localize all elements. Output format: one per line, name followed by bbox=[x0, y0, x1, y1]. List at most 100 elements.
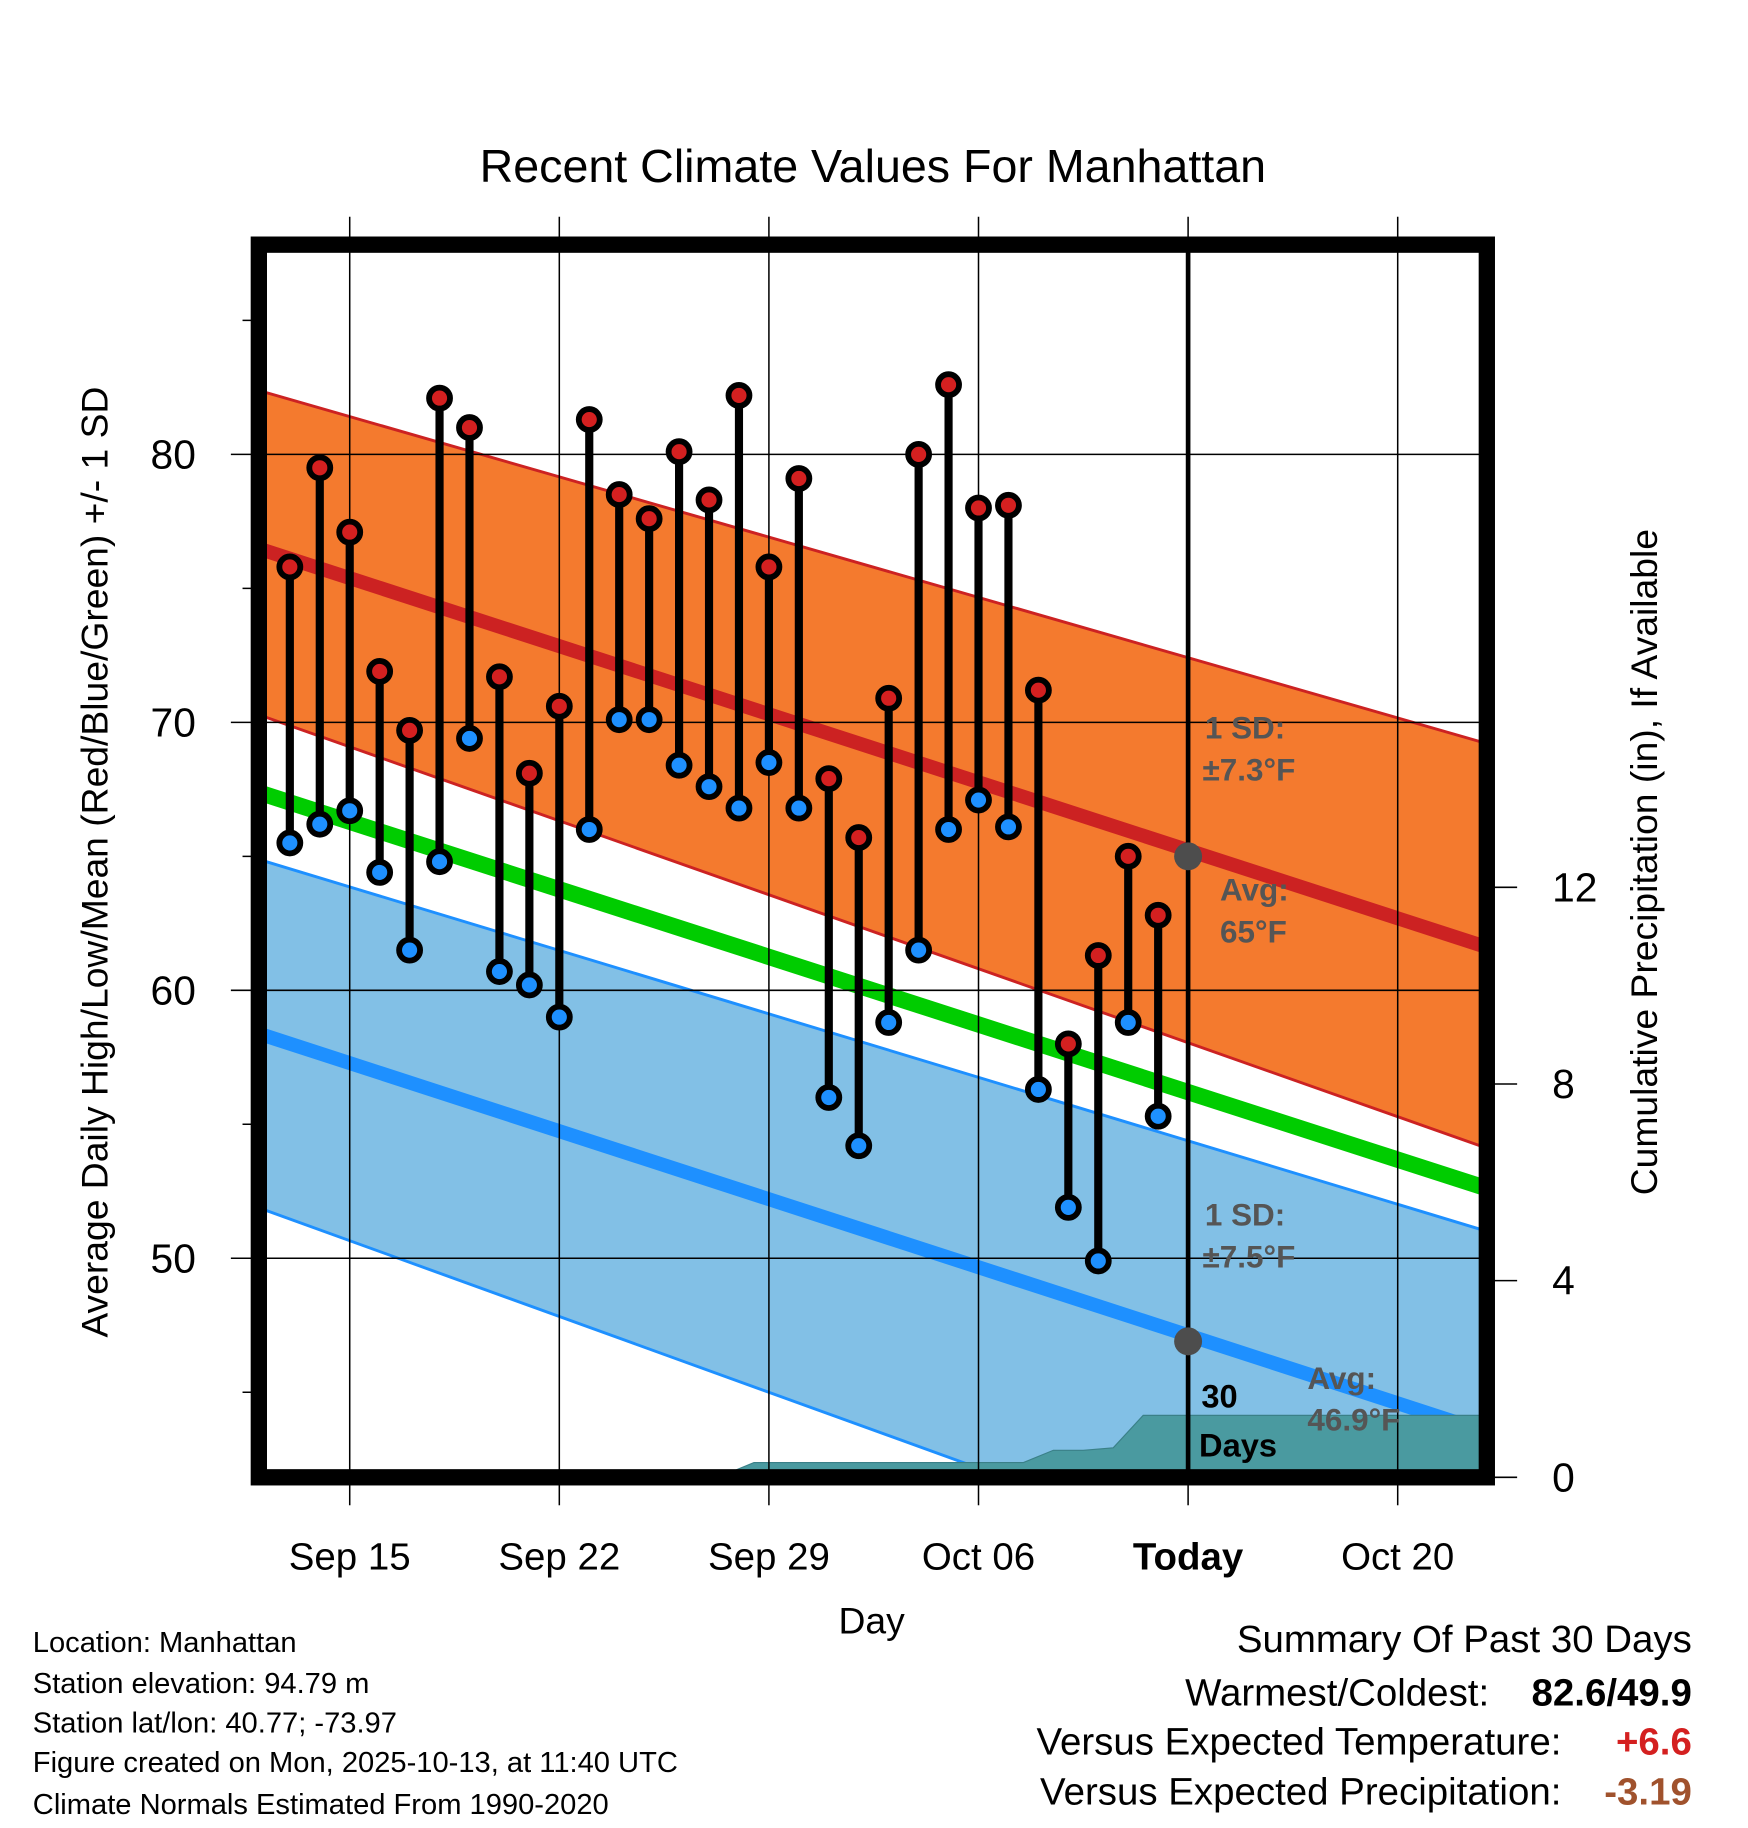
daily-low-point bbox=[1114, 1009, 1142, 1036]
daily-low-point bbox=[486, 958, 513, 985]
daily-low-point bbox=[695, 773, 723, 801]
daily-high-point bbox=[995, 491, 1022, 519]
y2-tick-label: 12 bbox=[1552, 864, 1597, 910]
today-low-avg-marker bbox=[1174, 1327, 1203, 1356]
data-marks bbox=[276, 244, 1203, 1478]
y-tick-label: 70 bbox=[151, 699, 196, 745]
summary-title: Summary Of Past 30 Days bbox=[1237, 1618, 1692, 1661]
daily-low-point bbox=[965, 786, 992, 814]
x-axis-label: Day bbox=[839, 1599, 906, 1641]
footer-location: Location: Manhattan bbox=[33, 1627, 297, 1659]
x-tick-label: Sep 22 bbox=[498, 1535, 620, 1578]
summary-precip-value: -3.19 bbox=[1604, 1771, 1692, 1814]
plot-frame bbox=[250, 236, 1495, 1486]
summary-precip-label: Versus Expected Precipitation: bbox=[1040, 1771, 1561, 1814]
summary-panel: Summary Of Past 30 Days Warmest/Coldest:… bbox=[1036, 1618, 1691, 1814]
daily-low-point bbox=[426, 848, 453, 876]
low-avg-label: Avg: bbox=[1307, 1361, 1376, 1396]
daily-low-point bbox=[1084, 1247, 1112, 1275]
daily-low-point bbox=[875, 1009, 903, 1036]
daily-low-point bbox=[815, 1084, 843, 1111]
high-sd-label: 1 SD: bbox=[1205, 711, 1285, 746]
daily-low-point bbox=[366, 859, 394, 886]
daily-low-point bbox=[456, 725, 483, 752]
daily-high-point bbox=[366, 658, 394, 685]
daily-low-point bbox=[515, 971, 543, 999]
days-label: Days bbox=[1199, 1426, 1277, 1463]
daily-low-point bbox=[1144, 1102, 1172, 1130]
daily-high-point bbox=[486, 663, 513, 691]
daily-low-point bbox=[725, 794, 753, 822]
low-sd-label: 1 SD: bbox=[1205, 1198, 1285, 1233]
daily-low-point bbox=[336, 797, 364, 825]
daily-high-point bbox=[905, 440, 933, 468]
daily-high-point bbox=[456, 414, 483, 441]
footer-elevation: Station elevation: 94.79 m bbox=[33, 1668, 370, 1700]
daily-high-point bbox=[336, 518, 364, 546]
daily-low-point bbox=[995, 813, 1022, 841]
daily-high-point bbox=[665, 438, 693, 466]
daily-high-point bbox=[755, 553, 783, 581]
daily-high-point bbox=[426, 384, 453, 412]
daily-high-point bbox=[1054, 1030, 1082, 1058]
annotations: 1 SD: ±7.3°F Avg: 65°F 1 SD: ±7.5°F Avg:… bbox=[1199, 711, 1400, 1464]
axes: Sep 15 Sep 22 Sep 29 Oct 06 Today Oct 20 50 60 7… bbox=[151, 319, 1597, 1578]
x-tick-label: Oct 06 bbox=[922, 1535, 1035, 1578]
daily-high-point bbox=[1024, 676, 1052, 704]
x-tick-label: Today bbox=[1133, 1535, 1244, 1578]
daily-low-point bbox=[396, 936, 424, 964]
daily-low-point bbox=[575, 816, 603, 843]
low-upper-sd-line bbox=[258, 857, 1487, 1233]
high-upper-sd-line bbox=[258, 388, 1487, 746]
daily-high-point bbox=[396, 716, 424, 744]
y-tick-label: 60 bbox=[151, 967, 196, 1013]
x-tick-label: Oct 20 bbox=[1341, 1535, 1454, 1578]
daily-high-point bbox=[306, 454, 334, 482]
summary-temp-value: +6.6 bbox=[1616, 1721, 1692, 1764]
daily-low-point bbox=[785, 794, 813, 822]
low-lower-sd-line bbox=[258, 1206, 1009, 1478]
high-lower-sd-line bbox=[258, 713, 1487, 1150]
y2-axis-label: Cumulative Precipitation (in), If Availa… bbox=[1623, 529, 1665, 1195]
daily-high-point bbox=[1114, 842, 1142, 870]
days-count-label: 30 bbox=[1201, 1377, 1237, 1414]
chart-title: Recent Climate Values For Manhattan bbox=[480, 140, 1266, 192]
daily-high-point bbox=[545, 692, 573, 720]
today-high-avg-marker bbox=[1174, 842, 1203, 871]
daily-low-point bbox=[276, 829, 304, 857]
daily-low-point bbox=[306, 810, 334, 838]
summary-temp-label: Versus Expected Temperature: bbox=[1036, 1721, 1561, 1764]
low-sd-value: ±7.5°F bbox=[1203, 1240, 1296, 1275]
precipitation-area bbox=[259, 1414, 1487, 1478]
low-average-line bbox=[258, 1026, 1487, 1440]
daily-high-point bbox=[965, 494, 992, 522]
high-avg-value: 65°F bbox=[1220, 915, 1287, 950]
y-tick-label: 50 bbox=[151, 1235, 196, 1281]
daily-low-point bbox=[845, 1132, 873, 1160]
mean-average-line bbox=[258, 784, 1487, 1197]
daily-high-point bbox=[1084, 942, 1112, 969]
daily-low-point bbox=[605, 706, 633, 734]
daily-low-point bbox=[1024, 1076, 1052, 1103]
daily-high-point bbox=[695, 486, 723, 514]
footer-normals: Climate Normals Estimated From 1990-2020 bbox=[33, 1789, 609, 1821]
y2-tick-label: 8 bbox=[1552, 1061, 1575, 1107]
daily-high-point bbox=[935, 371, 962, 399]
daily-high-point bbox=[725, 382, 753, 409]
daily-high-point bbox=[635, 505, 663, 533]
y-tick-label: 80 bbox=[151, 431, 196, 477]
daily-high-point bbox=[1144, 901, 1172, 929]
daily-low-point bbox=[935, 816, 962, 843]
daily-low-point bbox=[755, 749, 783, 776]
summary-warm-cold-label: Warmest/Coldest: bbox=[1185, 1672, 1489, 1715]
footer-latlon: Station lat/lon: 40.77; -73.97 bbox=[33, 1707, 397, 1739]
daily-high-point bbox=[785, 465, 813, 492]
daily-high-point bbox=[605, 481, 633, 508]
y2-tick-label: 4 bbox=[1552, 1258, 1575, 1304]
daily-low-point bbox=[635, 706, 663, 734]
daily-low-point bbox=[665, 751, 693, 779]
x-tick-label: Sep 15 bbox=[289, 1535, 411, 1578]
footer-created: Figure created on Mon, 2025-10-13, at 11… bbox=[33, 1747, 678, 1779]
daily-low-point bbox=[905, 936, 933, 964]
